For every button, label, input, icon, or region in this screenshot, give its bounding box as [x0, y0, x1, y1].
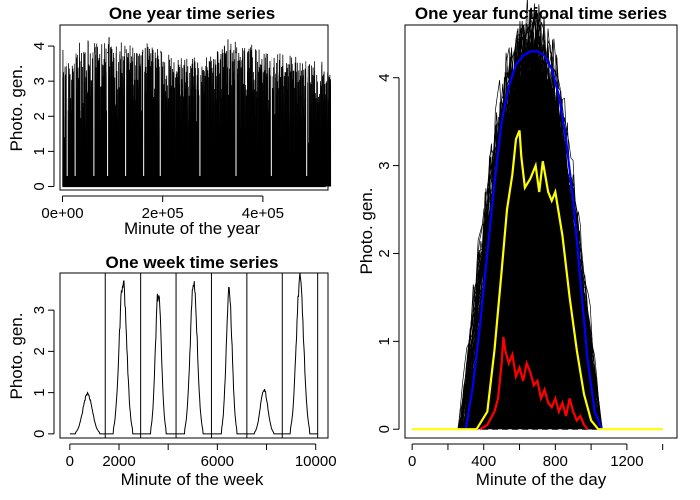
week-series-marks — [69, 272, 319, 438]
functional-series-marks — [412, 0, 663, 431]
week-y-axis-label: Photo. gen. — [7, 313, 26, 400]
week-x-axis-label: Minute of the week — [121, 470, 264, 489]
functional-chart-title: One year functional time series — [415, 4, 667, 23]
year-chart-title: One year time series — [109, 4, 275, 23]
week-chart-title: One week time series — [106, 253, 279, 272]
func-x-tick-label: 0 — [408, 453, 416, 470]
func-y-tick-label: 2 — [376, 249, 393, 257]
func-y-tick-label: 3 — [376, 161, 393, 169]
functional-y-axis-label: Photo. gen. — [357, 188, 376, 275]
week-plot-frame — [59, 272, 329, 439]
year-y-tick-label: 3 — [31, 77, 48, 85]
func-series-blue-line — [464, 50, 603, 430]
year-y-axis-label: Photo. gen. — [7, 65, 26, 152]
year-x-tick-label: 0e+00 — [41, 205, 83, 222]
week-series-line — [69, 272, 318, 435]
year-x-axis-label: Minute of the year — [124, 219, 260, 238]
func-x-tick-label: 800 — [543, 453, 568, 470]
func-y-tick-label: 0 — [376, 425, 393, 433]
week-y-tick-label: 2 — [31, 347, 48, 355]
functional-panel: 0 1 2 3 4 0 400 800 1200 One year functional tim… — [357, 0, 678, 489]
func-y-tick-label: 1 — [376, 337, 393, 345]
year-y-tick-label: 0 — [31, 182, 48, 190]
year-series-marks — [62, 37, 332, 188]
week-x-tick-label: 0 — [66, 453, 74, 470]
week-x-tick-label: 10000 — [295, 453, 337, 470]
func-x-tick-label: 1200 — [610, 453, 643, 470]
week-x-tick-label: 6000 — [201, 453, 234, 470]
year-y-tick-label: 1 — [31, 147, 48, 155]
year-x-tick-label: 2e+05 — [142, 205, 184, 222]
year-axes: 0 1 2 3 4 0e+00 2e+05 4e+05 — [31, 42, 284, 222]
year-y-tick-label: 4 — [31, 42, 48, 50]
func-dense-core — [465, 69, 602, 430]
func-series-red-line — [479, 336, 589, 431]
functional-axes: 0 1 2 3 4 0 400 800 1200 — [376, 74, 664, 470]
year-y-tick-label: 2 — [31, 112, 48, 120]
week-x-tick-label: 2000 — [102, 453, 135, 470]
week-axes: 0 1 2 3 0 2000 6000 10000 — [31, 306, 337, 470]
week-y-tick-label: 1 — [31, 388, 48, 396]
week-y-tick-label: 0 — [31, 430, 48, 438]
func-day-curve — [461, 17, 602, 430]
year-x-tick-label: 4e+05 — [242, 205, 284, 222]
func-x-tick-label: 400 — [471, 453, 496, 470]
func-series-yellow-line — [412, 130, 663, 431]
func-y-tick-label: 4 — [376, 74, 393, 82]
year-panel: 0 1 2 3 4 0e+00 2e+05 4e+05 One year time serie… — [7, 4, 332, 238]
week-y-tick-label: 3 — [31, 306, 48, 314]
functional-x-axis-label: Minute of the day — [476, 470, 607, 489]
